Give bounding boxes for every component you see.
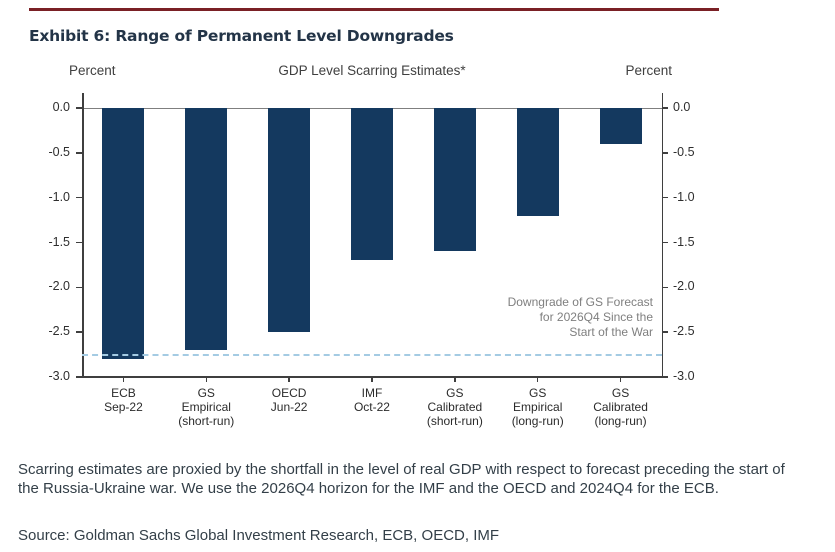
- category-label: GS Calibrated (long-run): [593, 386, 648, 428]
- x-tick: [122, 377, 125, 382]
- category-label: ECB Sep-22: [104, 386, 143, 414]
- right-axis-line: [661, 93, 663, 377]
- y-tick-label-left: -1.5: [48, 234, 70, 249]
- x-tick: [619, 377, 622, 382]
- x-tick: [288, 377, 290, 382]
- bar-gs-empirical-long-run: [516, 108, 559, 216]
- bar-ecb-sep-22: [102, 108, 145, 360]
- y-tick-label-right: -1.0: [673, 189, 695, 204]
- right-axis-unit-label: Percent: [625, 63, 672, 78]
- category-label: OECD Jun-22: [270, 386, 308, 414]
- y-tick-label-left: 0.0: [52, 100, 70, 114]
- chart-title: GDP Level Scarring Estimates*: [278, 63, 466, 78]
- y-tick-left: [76, 376, 82, 378]
- y-tick-left: [76, 107, 82, 109]
- y-tick-left: [76, 241, 82, 244]
- y-tick-label-right: -3.0: [673, 369, 695, 383]
- y-tick-label-left: -1.0: [48, 189, 70, 204]
- y-tick-right: [662, 331, 668, 333]
- y-tick-left: [76, 196, 82, 199]
- y-tick-right: [662, 286, 668, 289]
- y-tick-label-right: -1.5: [673, 234, 695, 249]
- y-tick-label-right: -2.5: [673, 324, 695, 339]
- footnote-text: Scarring estimates are proxied by the sh…: [18, 461, 785, 497]
- y-tick-right: [662, 152, 668, 154]
- x-tick: [371, 377, 373, 382]
- y-tick-label-right: 0.0: [673, 100, 691, 114]
- category-label: GS Calibrated (short-run): [426, 386, 483, 428]
- y-tick-label-right: -0.5: [673, 144, 695, 159]
- reference-annotation: Downgrade of GS Forecast for 2026Q4 Sinc…: [507, 294, 653, 339]
- y-tick-right: [662, 196, 668, 199]
- x-tick: [454, 377, 456, 382]
- left-axis-line: [82, 93, 84, 377]
- y-tick-label-left: -0.5: [48, 144, 70, 159]
- bar-gs-calibrated-short-run: [433, 108, 476, 252]
- reference-dashed-line: [82, 353, 662, 356]
- source-text: Source: Goldman Sachs Global Investment …: [18, 527, 500, 544]
- y-tick-left: [76, 286, 82, 289]
- x-tick: [536, 377, 539, 382]
- category-label: IMF Oct-22: [353, 386, 390, 414]
- y-tick-label-left: -2.5: [48, 324, 70, 339]
- x-tick: [205, 377, 208, 382]
- exhibit-title: Exhibit 6: Range of Permanent Level Down…: [29, 27, 454, 45]
- y-tick-left: [76, 331, 82, 333]
- bar-imf-oct-22: [351, 108, 393, 261]
- y-tick-label-right: -2.0: [673, 279, 695, 294]
- category-label: GS Empirical (long-run): [511, 386, 564, 428]
- y-tick-left: [76, 152, 82, 154]
- exhibit-top-rule: [29, 8, 719, 11]
- bar-oecd-jun-22: [268, 108, 311, 333]
- left-axis-unit-label: Percent: [69, 63, 116, 78]
- bottom-axis-line: [82, 376, 663, 378]
- y-tick-label-left: -3.0: [48, 369, 70, 383]
- bar-gs-calibrated-long-run: [599, 108, 642, 144]
- category-label: GS Empirical (short-run): [178, 386, 235, 428]
- y-tick-right: [662, 241, 668, 244]
- y-tick-right: [662, 376, 668, 378]
- y-tick-label-left: -2.0: [48, 279, 70, 294]
- y-tick-right: [662, 107, 668, 109]
- bar-gs-empirical-short-run: [185, 108, 228, 351]
